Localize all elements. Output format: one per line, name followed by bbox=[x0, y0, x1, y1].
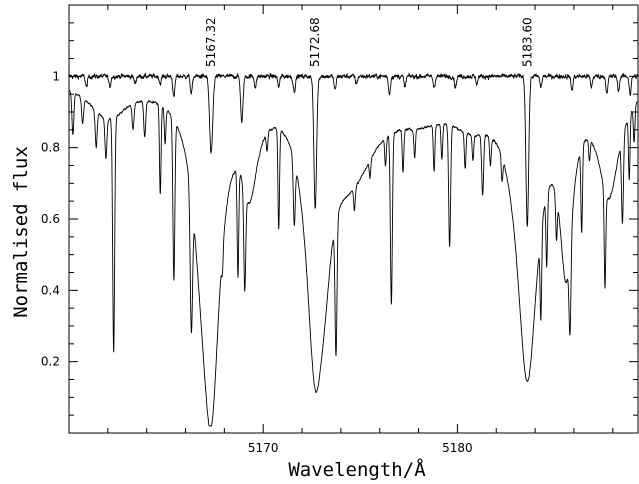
x-axis-title: Wavelength/Å bbox=[288, 458, 426, 481]
y-tick-label: 0.8 bbox=[41, 141, 60, 155]
line-annotations: 5167.32 5172.68 5183.60 bbox=[204, 17, 534, 67]
axes: 5170 5180 0.2 0.4 0.6 0.8 1 bbox=[41, 4, 639, 455]
y-tick-label: 1 bbox=[52, 69, 60, 83]
plot-area bbox=[69, 72, 638, 427]
lower-spectrum-line bbox=[69, 89, 638, 427]
y-tick-label: 0.4 bbox=[41, 283, 60, 297]
line-annotation-label: 5183.60 bbox=[520, 17, 534, 67]
line-annotation-label: 5167.32 bbox=[204, 17, 218, 67]
x-tick-label: 5180 bbox=[442, 441, 473, 455]
y-axis-title: Normalised flux bbox=[10, 146, 32, 318]
y-tick-label: 0.6 bbox=[41, 212, 60, 226]
upper-spectrum-line bbox=[69, 72, 638, 227]
plot-frame bbox=[68, 4, 639, 434]
y-tick-label: 0.2 bbox=[41, 355, 60, 369]
x-tick-label: 5170 bbox=[248, 441, 279, 455]
line-annotation-label: 5172.68 bbox=[308, 17, 322, 67]
